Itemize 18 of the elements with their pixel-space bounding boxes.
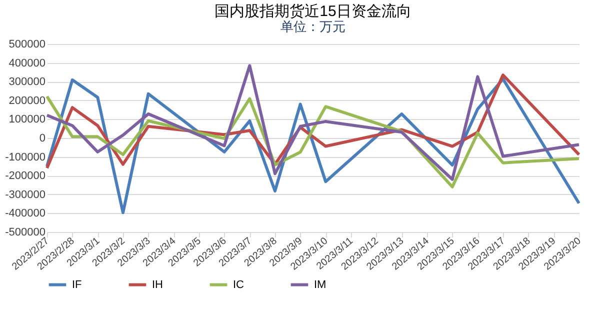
- legend-label: IH: [152, 278, 164, 291]
- chart-title: 国内股指期货近15日资金流向: [214, 3, 412, 20]
- y-tick-label: -400000: [5, 208, 46, 220]
- y-tick-label: -500000: [5, 226, 46, 238]
- y-tick-label: 300000: [8, 76, 46, 88]
- y-tick-label: -200000: [5, 170, 46, 182]
- y-tick-label: -100000: [5, 151, 46, 164]
- legend-label: IF: [72, 278, 82, 291]
- chart-subtitle: 单位：万元: [280, 19, 346, 34]
- y-tick-label: 100000: [8, 114, 46, 126]
- line-series: [46, 64, 580, 181]
- y-tick-label: 0: [39, 132, 46, 144]
- y-tick-label: -300000: [5, 188, 46, 201]
- y-tick-label: 400000: [8, 57, 46, 70]
- y-tick-label: 500000: [8, 38, 46, 50]
- y-tick-label: 200000: [8, 94, 46, 107]
- legend-label: IM: [314, 278, 326, 291]
- legend-label: IC: [233, 278, 244, 291]
